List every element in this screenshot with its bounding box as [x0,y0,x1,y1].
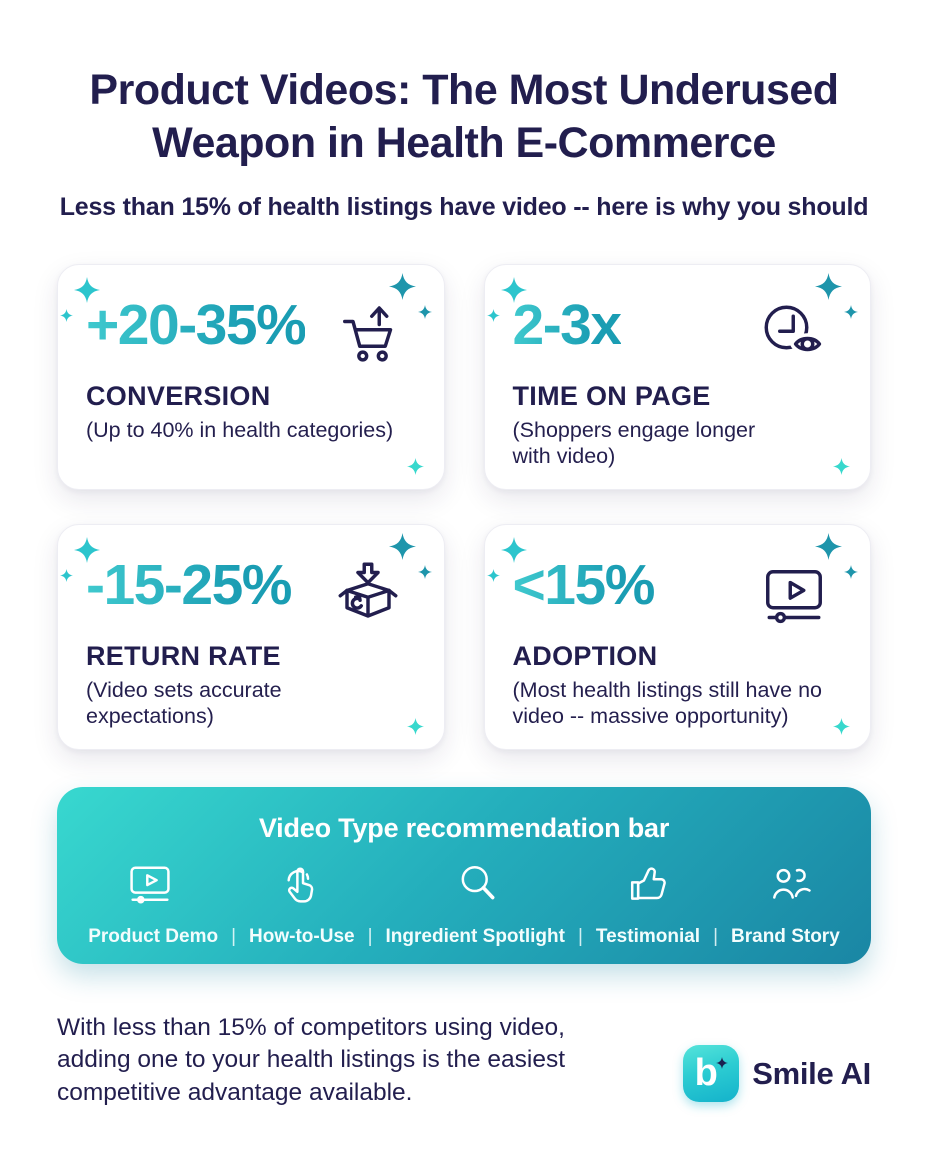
separator: | [231,925,237,947]
sparkle-icon [844,564,858,579]
stat-label: TIME ON PAGE [512,380,711,411]
video-type-label: Ingredient Spotlight [385,925,565,947]
stat-description: (Up to 40% in health categories) [86,417,394,442]
footer: With less than 15% of competitors using … [57,1012,871,1110]
page-subtitle: Less than 15% of health listings have vi… [59,192,869,221]
stat-description: (Video sets accurate expectations) [86,677,282,729]
footer-text: With less than 15% of competitors using … [57,1013,566,1107]
stat-label: ADOPTION [512,640,658,671]
separator: | [577,925,583,947]
logo-letter: b [694,1051,718,1094]
separator: | [367,925,373,947]
sparkle-icon [500,536,527,563]
smile-ai-logo-icon: b [683,1045,740,1103]
magnifying-glass-icon [452,856,504,912]
sparkle-icon [815,532,842,560]
video-player-icon [124,856,176,912]
clock-eye-icon [758,299,830,371]
sparkle-icon [60,308,73,322]
sparkle-icon [417,304,432,319]
sparkle-icon [815,272,842,300]
people-icon [764,856,816,912]
sparkle-icon [74,536,100,563]
tap-hand-icon [273,856,325,912]
video-type-label: Testimonial [595,925,701,947]
sparkle-icon [74,276,100,303]
sparkle-icon [60,568,73,582]
video-player-icon [758,559,830,631]
recommendation-icons-row [57,856,871,918]
video-type-recommendation-bar: Video Type recommendation bar [57,786,871,964]
sparkle-icon [716,1057,729,1070]
sparkle-icon [486,308,500,322]
sparkle-icon [417,564,432,579]
shopping-cart-up-arrow-icon [332,299,404,371]
sparkle-icon [406,717,424,735]
stat-card-conversion: +20-35% CONVERSION (Up to 40% in health … [57,263,445,490]
return-box-icon [332,559,404,631]
stat-label: CONVERSION [86,380,271,411]
sparkle-icon [406,457,424,475]
stat-label: RETURN RATE [86,640,281,671]
recommendation-bar-title: Video Type recommendation bar [258,812,670,843]
separator: | [713,925,719,947]
stat-value: +20-35% [86,292,307,357]
sparkle-icon [833,717,850,735]
brand-logo: b Smile AI [683,1045,871,1103]
video-type-label: How-to-Use [249,925,355,947]
page-title: Product Videos: The Most Underused Weapo… [89,66,839,168]
stat-card-adoption: <15% ADOPTION (Most health listings stil… [483,523,871,750]
stat-description: (Most health listings still have no vide… [512,677,823,729]
video-type-label: Brand Story [731,925,840,947]
sparkle-icon [486,568,500,582]
sparkle-icon [500,276,527,303]
sparkle-icon [388,532,416,560]
recommendation-labels-row: Product Demo | How-to-Use | Ingredient S… [57,926,871,948]
brand-name: Smile AI [752,1055,871,1091]
sparkle-icon [844,304,858,319]
stat-cards-grid: +20-35% CONVERSION (Up to 40% in health … [57,263,871,750]
stat-card-return-rate: -15-25% RETURN RATE (Video sets accurate… [57,523,445,750]
stat-value: 2-3x [512,292,623,357]
stat-description: (Shoppers engage longer with video) [512,417,756,469]
thumbs-up-icon [623,856,675,912]
sparkle-icon [833,457,850,475]
stat-value: <15% [512,552,656,617]
stat-value: -15-25% [86,552,292,617]
video-type-label: Product Demo [88,925,219,947]
sparkle-icon [388,272,416,300]
stat-card-time-on-page: 2-3x TIME ON PAGE (Shoppers engage longe… [483,263,871,490]
